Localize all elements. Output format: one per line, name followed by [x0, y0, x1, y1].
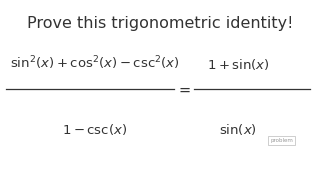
- Text: problem: problem: [270, 138, 293, 143]
- Text: $\sin(x)$: $\sin(x)$: [220, 122, 257, 137]
- Text: Prove this trigonometric identity!: Prove this trigonometric identity!: [27, 16, 293, 31]
- Text: $1 - \csc(x)$: $1 - \csc(x)$: [62, 122, 127, 137]
- Text: $=$: $=$: [176, 82, 192, 97]
- Text: $1 + \sin(x)$: $1 + \sin(x)$: [207, 57, 270, 72]
- Text: $\sin^{2}\!(x) + \cos^{2}\!(x) - \csc^{2}\!(x)$: $\sin^{2}\!(x) + \cos^{2}\!(x) - \csc^{2…: [10, 54, 179, 72]
